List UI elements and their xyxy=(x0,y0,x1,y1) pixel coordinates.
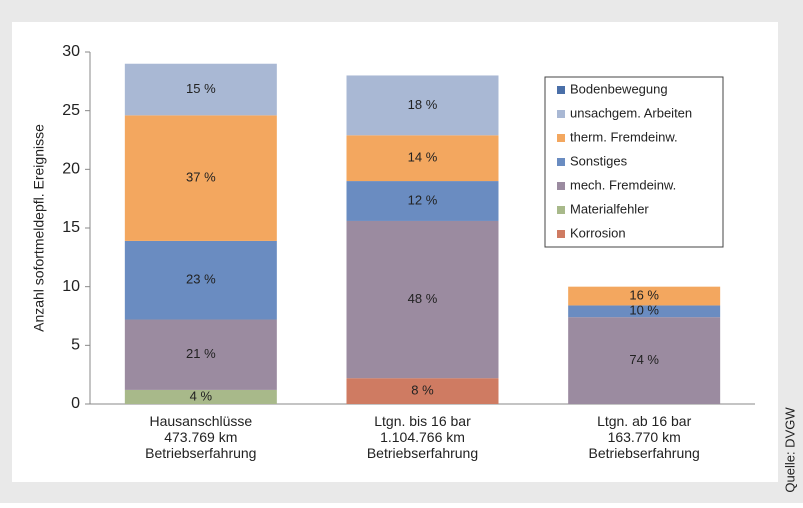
y-tick-label: 20 xyxy=(62,161,80,178)
bar-segment xyxy=(124,115,277,241)
legend-label: mech. Fremdeinw. xyxy=(570,177,676,192)
data-label: 15 % xyxy=(186,81,216,96)
x-tick-label: Ltgn. ab 16 bar 163.770 km Betriebserfahru… xyxy=(589,413,700,461)
data-label: 21 % xyxy=(186,346,216,361)
data-label: 4 % xyxy=(190,388,213,403)
y-tick-label: 25 xyxy=(62,102,80,119)
legend-swatch xyxy=(557,110,565,118)
legend-label: Bodenbewegung xyxy=(570,81,668,96)
data-label: 18 % xyxy=(408,97,438,112)
bar-segment xyxy=(568,305,721,318)
legend-swatch xyxy=(557,230,565,238)
data-label: 8 % xyxy=(411,383,434,398)
y-tick-label: 5 xyxy=(71,337,80,354)
legend-box xyxy=(544,76,724,248)
x-tick-label: Hausanschlüsse 473.769 km Betriebserfahrun… xyxy=(145,413,256,461)
bar-segment xyxy=(124,63,277,116)
y-tick-label: 10 xyxy=(62,278,80,295)
bar-segment xyxy=(124,240,277,320)
bar-segment xyxy=(568,317,721,404)
legend-label: Materialfehler xyxy=(570,201,649,216)
data-label: 16 % xyxy=(629,287,659,302)
bar-segment xyxy=(346,220,499,379)
source-note: Quelle: DVGW xyxy=(782,407,797,493)
bar-segment xyxy=(124,389,277,404)
legend-swatch xyxy=(557,206,565,214)
bar-segment xyxy=(346,378,499,404)
legend-swatch xyxy=(557,158,565,166)
legend-swatch xyxy=(557,86,565,94)
bar-segment xyxy=(346,75,499,136)
y-tick-label: 0 xyxy=(71,395,80,412)
legend-label: Sonstiges xyxy=(570,153,628,168)
bar-segment xyxy=(346,181,499,221)
legend-label: Korrosion xyxy=(570,225,626,240)
y-tick-label: 30 xyxy=(62,43,80,60)
data-label: 12 % xyxy=(408,192,438,207)
y-tick-label: 15 xyxy=(62,219,80,236)
data-label: 10 % xyxy=(629,303,659,318)
y-axis-label: Anzahl sofortmeldepfl. Ereignisse xyxy=(31,124,47,332)
data-label: 23 % xyxy=(186,272,216,287)
bar-segment xyxy=(124,319,277,390)
data-label: 74 % xyxy=(629,352,659,367)
legend-label: unsachgem. Arbeiten xyxy=(570,105,692,120)
legend-swatch xyxy=(557,182,565,190)
data-label: 37 % xyxy=(186,170,216,185)
data-label: 14 % xyxy=(408,150,438,165)
data-label: 48 % xyxy=(408,291,438,306)
bar-segment xyxy=(568,286,721,306)
legend-swatch xyxy=(557,134,565,142)
x-tick-label: Ltgn. bis 16 bar 1.104.766 km Betriebserfa… xyxy=(367,413,478,461)
bar-segment xyxy=(346,135,499,182)
legend-label: therm. Fremdeinw. xyxy=(570,129,678,144)
